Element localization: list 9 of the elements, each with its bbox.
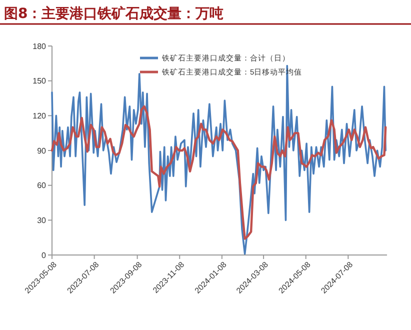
chart-title: 图8：主要港口铁矿石成交量：万吨 bbox=[4, 5, 224, 22]
y-tick-label: 120 bbox=[32, 111, 47, 120]
y-tick-label: 0 bbox=[42, 250, 47, 260]
y-tick-label: 30 bbox=[37, 216, 47, 225]
y-tick-label: 150 bbox=[32, 76, 47, 86]
line-series bbox=[50, 105, 387, 240]
y-tick-label: 180 bbox=[32, 42, 47, 51]
y-tick-label: 90 bbox=[37, 146, 47, 156]
y-tick-label: 60 bbox=[37, 181, 47, 190]
